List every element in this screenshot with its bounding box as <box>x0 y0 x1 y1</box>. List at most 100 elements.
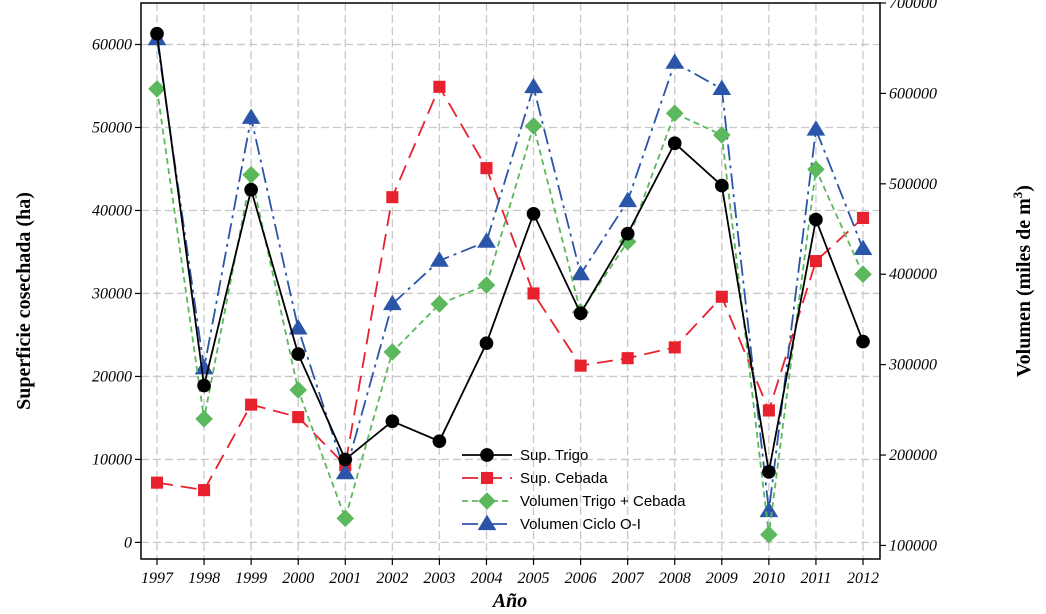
left-tick-label: 50000 <box>92 119 132 136</box>
x-tick-label: 1998 <box>188 570 220 587</box>
x-axis-ticks: 1997 1998 1999 2000 2001 2002 2003 2004 2005 2006… <box>141 559 879 587</box>
data-point <box>807 160 825 179</box>
data-point <box>477 276 496 294</box>
x-tick-label: 2000 <box>282 570 314 587</box>
data-point <box>715 290 728 303</box>
x-tick-label: 2006 <box>565 570 597 587</box>
data-point <box>150 26 164 41</box>
legend-marker <box>480 471 494 485</box>
left-tick-label: 60000 <box>92 36 132 53</box>
legend-marker <box>478 492 496 510</box>
plot-frame <box>140 2 881 560</box>
right-tick-label: 700000 <box>889 0 937 12</box>
right-axis-title-main: Volumen (miles de m <box>1013 198 1035 377</box>
right-tick-label: 500000 <box>889 176 937 193</box>
legend-label: Sup. Cebada <box>520 470 608 487</box>
data-point <box>524 117 543 135</box>
data-point <box>382 294 402 311</box>
data-point <box>150 476 164 489</box>
data-point <box>477 232 496 248</box>
data-point <box>197 378 211 393</box>
legend-label: Volumen Trigo + Cebada <box>520 493 686 510</box>
data-point <box>854 265 872 284</box>
x-tick-label: 2009 <box>706 570 738 587</box>
right-axis-title: Volumen (miles de m3) <box>1010 185 1035 377</box>
x-tick-label: 2002 <box>376 570 408 587</box>
legend-marker <box>480 448 494 462</box>
data-point <box>665 104 684 123</box>
x-tick-label: 1997 <box>141 570 174 587</box>
data-point <box>242 165 260 184</box>
legend: Sup. Trigo Sup. Cebada Volumen Trigo + Ceb… <box>462 447 686 533</box>
right-axis-title-end: ) <box>1013 185 1035 192</box>
right-tick-label: 100000 <box>889 537 937 554</box>
left-tick-label: 10000 <box>92 451 132 468</box>
data-point <box>665 53 685 69</box>
data-point <box>245 398 258 411</box>
data-point <box>198 484 211 497</box>
data-point <box>524 77 543 94</box>
data-point <box>195 410 213 428</box>
data-point <box>526 206 541 221</box>
series-line <box>156 39 864 512</box>
left-axis-title: Superficie cosechada (ha) <box>13 192 35 410</box>
series-line <box>156 88 864 535</box>
legend-item: Volumen Trigo + Cebada <box>462 492 686 510</box>
series-0 <box>150 26 870 479</box>
x-tick-label: 2004 <box>470 570 502 587</box>
data-point <box>527 287 540 300</box>
data-point <box>289 381 307 399</box>
series-1 <box>150 80 870 497</box>
right-axis-ticks: 100000 200000 300000 400000 500000 600000 7000… <box>880 0 937 554</box>
left-tick-label: 40000 <box>92 202 132 219</box>
legend-marker <box>477 514 497 531</box>
left-tick-label: 20000 <box>92 368 132 385</box>
data-point <box>856 211 870 224</box>
data-point <box>667 136 682 151</box>
x-tick-label: 2003 <box>423 570 455 587</box>
series-layer <box>147 26 873 544</box>
data-point <box>762 465 776 479</box>
series-line <box>156 33 864 473</box>
data-point <box>480 162 493 175</box>
data-point <box>430 295 449 313</box>
data-point <box>336 509 355 528</box>
data-point <box>432 434 447 448</box>
data-point <box>573 306 588 321</box>
data-point <box>383 343 402 361</box>
x-tick-label: 2005 <box>518 570 550 587</box>
x-tick-label: 2001 <box>329 570 361 587</box>
data-point <box>479 336 494 351</box>
data-point <box>430 251 449 267</box>
data-point <box>759 501 779 518</box>
data-point <box>714 178 729 193</box>
data-point <box>856 334 870 349</box>
data-point <box>809 212 823 227</box>
data-point <box>712 79 732 95</box>
data-point <box>618 191 638 208</box>
x-tick-label: 2011 <box>801 570 832 587</box>
x-tick-label: 2007 <box>612 570 645 587</box>
data-point <box>853 239 873 255</box>
data-point <box>433 80 446 93</box>
x-tick-label: 2008 <box>659 570 691 587</box>
data-point <box>571 264 590 281</box>
data-point <box>194 358 214 375</box>
data-point <box>620 226 635 241</box>
data-point <box>292 411 305 424</box>
right-tick-label: 600000 <box>889 85 937 102</box>
data-point <box>288 319 308 335</box>
legend-label: Volumen Ciclo O-I <box>520 516 641 533</box>
data-point <box>244 182 258 197</box>
right-tick-label: 200000 <box>889 447 937 464</box>
data-point <box>241 108 261 124</box>
x-tick-label: 2012 <box>847 570 879 587</box>
series-3 <box>147 29 873 518</box>
series-line <box>156 84 864 492</box>
right-tick-label: 300000 <box>888 357 937 374</box>
data-point <box>148 80 166 98</box>
data-point <box>621 352 634 365</box>
legend-item: Sup. Cebada <box>462 470 608 487</box>
data-point <box>762 404 775 417</box>
